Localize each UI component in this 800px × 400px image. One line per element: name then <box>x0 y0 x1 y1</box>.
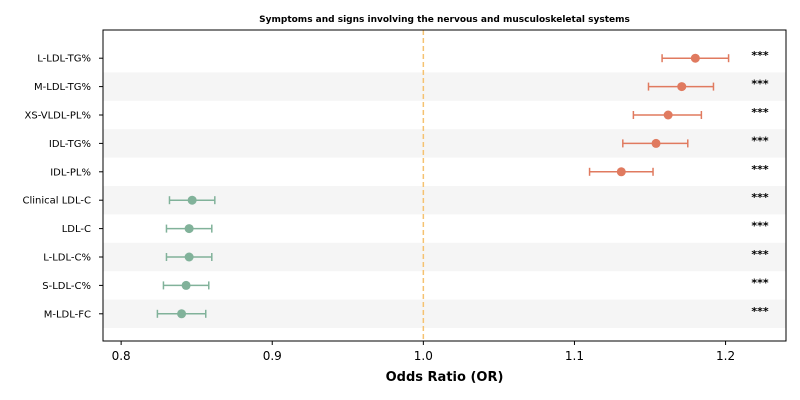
significance-stars: *** <box>751 220 769 233</box>
y-tick-label: XS-VLDL-PL% <box>25 111 91 122</box>
y-tick-label: LDL-C <box>62 224 91 235</box>
x-tick-label: 1.0 <box>414 349 433 363</box>
y-tick-label: L-LDL-TG% <box>37 54 91 65</box>
x-axis-label: Odds Ratio (OR) <box>386 370 504 385</box>
x-tick-label: 0.8 <box>112 349 131 363</box>
significance-stars: *** <box>751 305 769 318</box>
plot-frame <box>102 29 787 342</box>
y-axis-labels: L-LDL-TG% M-LDL-TG% XS-VLDL-PL% IDL-TG% IDL-… <box>23 54 103 320</box>
x-tick-label: 0.9 <box>263 349 282 363</box>
significance-stars: *** <box>751 78 769 91</box>
x-tick-label: 1.1 <box>565 349 584 363</box>
or-point <box>187 195 197 205</box>
x-axis: 0.8 0.9 1.0 1.1 1.2 <box>112 341 735 363</box>
or-point <box>651 138 661 148</box>
row-stripe <box>103 186 786 215</box>
y-tick-label: L-LDL-C% <box>43 253 91 264</box>
significance-stars: *** <box>751 163 769 176</box>
or-point <box>184 224 194 234</box>
significance-stars: *** <box>751 191 769 204</box>
or-point <box>616 167 626 177</box>
significance-stars: *** <box>751 248 769 261</box>
significance-stars: *** <box>751 106 769 119</box>
significance-stars: *** <box>751 276 769 289</box>
plot-marks: *** *** *** *** *** *** *** *** *** *** <box>156 49 769 319</box>
or-point <box>690 53 700 63</box>
or-point <box>677 82 687 92</box>
y-tick-label: IDL-PL% <box>50 167 91 178</box>
row-stripe <box>103 242 786 272</box>
or-point <box>184 252 194 262</box>
chart-title: Symptoms and signs involving the nervous… <box>259 15 630 25</box>
y-tick-label: IDL-TG% <box>49 139 91 150</box>
y-tick-label: M-LDL-FC <box>44 309 91 320</box>
y-tick-label: S-LDL-C% <box>42 281 91 292</box>
x-tick-label: 1.2 <box>716 349 735 363</box>
significance-stars: *** <box>751 134 769 147</box>
significance-stars: *** <box>751 49 769 62</box>
or-point <box>177 309 187 319</box>
y-tick-label: M-LDL-TG% <box>34 82 91 93</box>
or-point <box>663 110 673 120</box>
row-stripe <box>103 299 786 328</box>
y-tick-label: Clinical LDL-C <box>23 196 92 207</box>
or-point <box>181 280 191 290</box>
